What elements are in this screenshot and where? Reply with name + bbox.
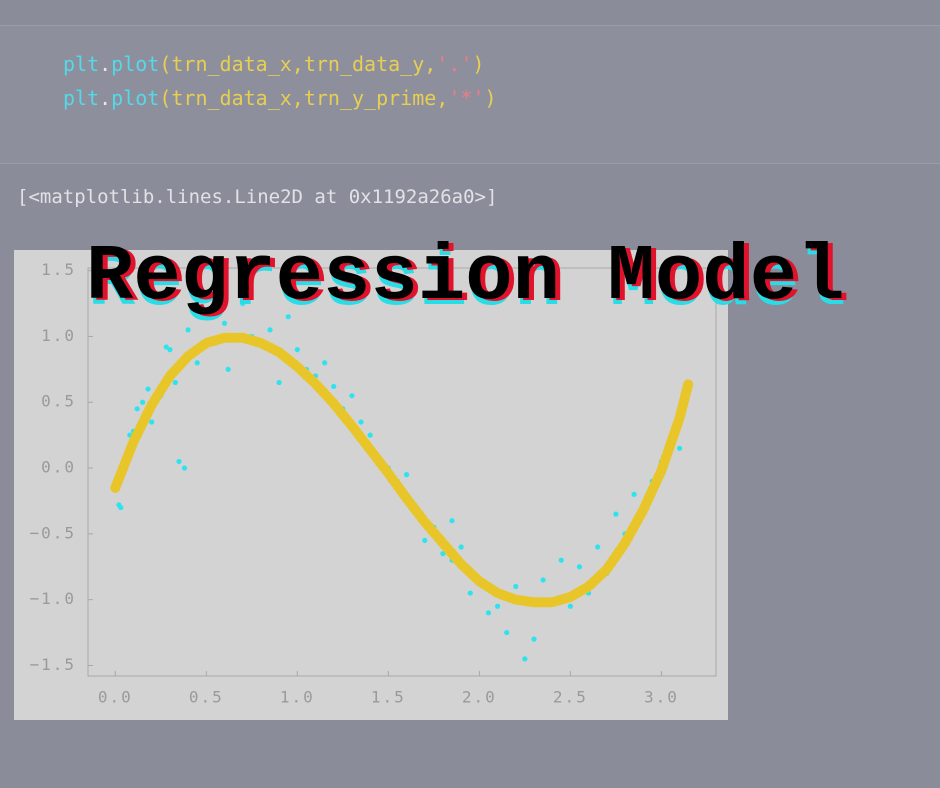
x-tick-label: 3.0 bbox=[644, 688, 679, 707]
scatter-point bbox=[145, 386, 151, 392]
code-token: '*' bbox=[448, 86, 485, 110]
chart: 0.0 0.5 1.0 1.5 2.0 2.5 3.0 −1.5 −1.0 −0.5 0.0 0.5 1… bbox=[14, 250, 728, 720]
scatter-point bbox=[163, 344, 169, 350]
scatter-point bbox=[367, 432, 373, 438]
code-token: plt bbox=[63, 52, 100, 76]
scatter-point bbox=[531, 636, 537, 642]
scatter-point bbox=[225, 366, 231, 372]
scatter-point bbox=[558, 557, 564, 563]
code-token: '.' bbox=[436, 52, 473, 76]
code-token: ) bbox=[472, 52, 485, 76]
y-tick-label: −0.5 bbox=[29, 523, 76, 542]
scatter-point bbox=[440, 551, 446, 557]
scatter-point bbox=[176, 458, 182, 465]
scatter-point bbox=[540, 577, 546, 583]
scatter-point bbox=[172, 379, 178, 386]
x-tick-label: 0.5 bbox=[189, 688, 224, 707]
scatter-point bbox=[331, 383, 337, 390]
scatter-point bbox=[358, 419, 364, 425]
scatter-point bbox=[485, 610, 492, 616]
scatter-point bbox=[422, 537, 428, 544]
x-tick-label: 2.0 bbox=[462, 688, 497, 707]
overlay-title: Regression Model bbox=[86, 232, 845, 322]
output-text: [<matplotlib.lines.Line2D at 0x1192a26a0… bbox=[17, 186, 498, 208]
scatter-point bbox=[567, 603, 573, 609]
scatter-point bbox=[167, 347, 173, 353]
code-line: plt.plot(trn_data_x,trn_y_prime,'*') bbox=[63, 86, 497, 110]
scatter-point bbox=[631, 491, 637, 497]
regression-curve bbox=[110, 332, 694, 608]
scatter-point bbox=[140, 399, 146, 405]
scatter-point bbox=[194, 360, 200, 366]
code-token: . bbox=[99, 52, 112, 76]
code-token: plt bbox=[63, 86, 100, 110]
y-tick-label: −1.0 bbox=[29, 589, 76, 608]
code-token: . bbox=[99, 86, 112, 110]
scatter-point bbox=[467, 590, 473, 596]
scatter-point bbox=[181, 465, 188, 471]
y-tick-label: 0.5 bbox=[41, 392, 76, 411]
scatter-point bbox=[522, 656, 528, 662]
scatter-point bbox=[134, 406, 140, 412]
axes-frame bbox=[87, 267, 717, 677]
scatter-point bbox=[449, 518, 455, 524]
scatter-point bbox=[676, 445, 683, 451]
scatter-point bbox=[322, 360, 328, 366]
scatter-point bbox=[149, 419, 155, 425]
scatter-point bbox=[276, 379, 282, 386]
code-token: (trn_data_x,trn_y_prime, bbox=[159, 86, 449, 110]
scatter-point bbox=[221, 320, 228, 326]
scatter-point bbox=[494, 603, 501, 609]
scatter-point bbox=[267, 327, 273, 333]
x-tick-label: 1.0 bbox=[280, 688, 315, 707]
scatter-point bbox=[613, 511, 619, 517]
scatter-point bbox=[285, 314, 291, 320]
scatter-point bbox=[458, 544, 464, 550]
y-tick-label: 0.0 bbox=[41, 458, 76, 477]
y-tick-label: 1.0 bbox=[41, 326, 76, 345]
x-tick-label: 2.5 bbox=[553, 688, 588, 707]
code-line: plt.plot(trn_data_x,trn_data_y,'.') bbox=[63, 52, 484, 76]
scatter-point bbox=[185, 327, 191, 333]
code-token: (trn_data_x,trn_data_y, bbox=[159, 52, 437, 76]
scatter-point bbox=[240, 300, 246, 307]
scatter-point bbox=[595, 544, 601, 550]
x-tick-label: 0.0 bbox=[98, 688, 133, 707]
scatter-point bbox=[294, 347, 300, 353]
code-token: ) bbox=[484, 86, 497, 110]
scatter-point bbox=[403, 472, 410, 478]
scatter-point bbox=[118, 504, 124, 511]
scatter-point bbox=[513, 583, 519, 590]
code-token: plot bbox=[111, 86, 160, 110]
scatter-point bbox=[349, 393, 355, 399]
y-tick-label: 1.5 bbox=[41, 260, 76, 279]
code-cell[interactable]: plt.plot(trn_data_x,trn_data_y,'.') plt.… bbox=[0, 25, 940, 164]
code-token: plot bbox=[111, 52, 160, 76]
x-tick-label: 1.5 bbox=[371, 688, 406, 707]
scatter-point bbox=[576, 564, 583, 570]
y-tick-label: −1.5 bbox=[29, 655, 76, 674]
scatter-point bbox=[504, 629, 510, 636]
scatter-point bbox=[203, 307, 209, 313]
